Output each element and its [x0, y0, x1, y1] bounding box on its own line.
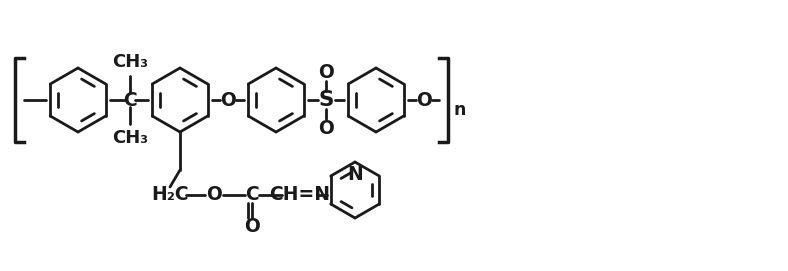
Text: O: O [206, 186, 222, 205]
Text: O: O [318, 118, 334, 137]
Text: CH₃: CH₃ [112, 53, 148, 71]
Text: CH=N: CH=N [269, 186, 330, 205]
Text: O: O [416, 91, 432, 109]
Text: S: S [318, 90, 334, 110]
Text: N: N [348, 165, 363, 184]
Text: O: O [244, 218, 260, 237]
Text: C: C [245, 186, 259, 205]
Text: H₂C: H₂C [151, 186, 189, 205]
Text: O: O [318, 63, 334, 82]
Text: CH₃: CH₃ [112, 129, 148, 147]
Text: n: n [454, 101, 466, 119]
Text: C: C [123, 91, 137, 109]
Text: O: O [220, 91, 236, 109]
